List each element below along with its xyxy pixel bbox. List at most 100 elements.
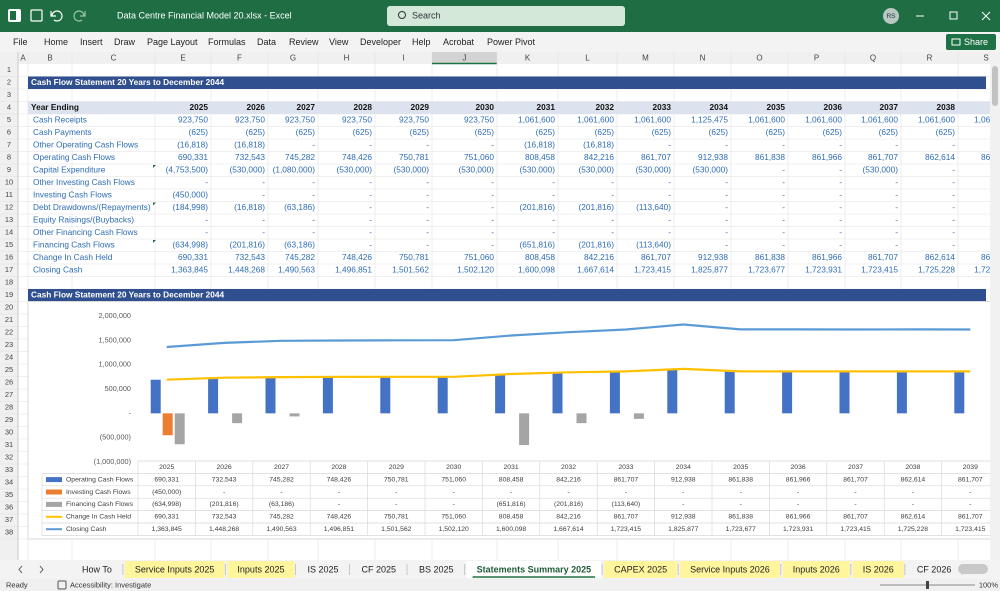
column-header: G	[290, 54, 296, 63]
sheet-tab[interactable]: Inputs 2026	[793, 564, 840, 574]
sheet-tab[interactable]: Statements Summary 2025	[477, 564, 592, 574]
save-icon[interactable]	[30, 9, 43, 22]
user-initials[interactable]: RS	[886, 13, 896, 20]
sheet-tab[interactable]: IS 2025	[307, 564, 338, 574]
zoom-level[interactable]: 100%	[979, 580, 999, 589]
data-label: 862,614	[901, 514, 926, 521]
sheet-tab-bg[interactable]	[466, 561, 602, 578]
cell-value: 1,723,415	[974, 264, 1000, 274]
restore-button[interactable]	[949, 11, 958, 20]
cell-value: 1,448,268	[228, 264, 265, 274]
row-header: 1	[7, 65, 11, 74]
year-header: 2038	[937, 102, 956, 112]
sheet-tab[interactable]: CAPEX 2025	[614, 564, 667, 574]
sheet-tab[interactable]: Service Inputs 2025	[135, 564, 215, 574]
tab-scroll-left[interactable]	[18, 565, 23, 574]
sheet-tab[interactable]: IS 2026	[863, 564, 894, 574]
menu-item[interactable]: Developer	[360, 37, 401, 47]
y-tick-label: 500,000	[105, 384, 131, 393]
undo-icon[interactable]	[50, 10, 63, 22]
data-label: (113,640)	[612, 501, 641, 508]
bar	[839, 371, 850, 414]
column-header: K	[525, 54, 531, 63]
share-label[interactable]: Share	[964, 37, 988, 47]
close-button[interactable]	[981, 11, 991, 21]
cell-value: 1,125,475	[691, 114, 728, 124]
sheet-tab-bg[interactable]	[227, 561, 295, 578]
cell-value: 751,060	[464, 152, 494, 162]
horizontal-scroll-thumb[interactable]	[958, 564, 988, 574]
cell-value: -	[782, 164, 785, 174]
redo-icon[interactable]	[73, 10, 86, 22]
column-header: E	[180, 54, 185, 63]
sheet-tab-bg[interactable]	[297, 561, 349, 578]
cell-value: (530,000)	[862, 164, 898, 174]
sheet-tab-bg[interactable]	[604, 561, 678, 578]
menu-item[interactable]: Home	[44, 37, 68, 47]
cell-value: -	[895, 239, 898, 249]
search-box[interactable]	[387, 6, 625, 26]
sheet-tab[interactable]: BS 2025	[419, 564, 454, 574]
tab-scroll-right[interactable]	[39, 565, 44, 574]
bar	[576, 413, 587, 424]
cell-value: (530,000)	[458, 164, 494, 174]
menu-item[interactable]: Acrobat	[443, 37, 475, 47]
sheet-tab-bg[interactable]	[409, 561, 464, 578]
user-avatar[interactable]	[883, 8, 899, 24]
cell-value: -	[839, 202, 842, 212]
year-header: 2029	[411, 102, 430, 112]
cell-value: -	[426, 214, 429, 224]
menu-item[interactable]: Page Layout	[147, 37, 198, 47]
vertical-scrollbar[interactable]	[990, 52, 1000, 560]
year-header: 2035	[767, 102, 786, 112]
sheet-tab-bg[interactable]	[782, 561, 850, 578]
zoom-thumb[interactable]	[926, 581, 929, 589]
menu-item[interactable]: Review	[289, 37, 319, 47]
year-header: 2025	[190, 102, 209, 112]
column-header: B	[47, 54, 52, 63]
row-header: 14	[5, 228, 13, 237]
sheet-tab-bg[interactable]	[124, 561, 225, 578]
sheet-tab-bg[interactable]	[680, 561, 780, 578]
cell-value: -	[839, 214, 842, 224]
cell-indicator	[153, 240, 156, 243]
menu-item[interactable]: Formulas	[208, 37, 246, 47]
sheet-tab[interactable]: CF 2026	[917, 564, 952, 574]
cell-value: -	[491, 227, 494, 237]
row-header: 27	[5, 390, 13, 399]
accessibility-status[interactable]: Accessibility: Investigate	[70, 580, 151, 589]
search-placeholder[interactable]: Search	[412, 10, 441, 20]
x-tick-label: 2030	[446, 464, 461, 471]
sheet-tab-bg[interactable]	[906, 561, 962, 578]
cell-value: (201,816)	[578, 239, 614, 249]
menu-item[interactable]: Help	[412, 37, 431, 47]
sheet-tab-bg[interactable]	[852, 561, 904, 578]
share-button[interactable]	[946, 34, 996, 50]
menu-item[interactable]: File	[13, 37, 28, 47]
data-label: -	[682, 489, 684, 496]
row-label: Other Investing Cash Flows	[33, 177, 135, 187]
sheet-tab[interactable]: How To	[82, 564, 112, 574]
sheet-tab-bg[interactable]	[72, 561, 122, 578]
cell-value: 748,426	[342, 252, 372, 262]
cell-value: 861,707	[868, 152, 898, 162]
cell-value: 861,838	[755, 252, 785, 262]
row-header: 12	[5, 203, 13, 212]
sheet-tab[interactable]: Inputs 2025	[237, 564, 284, 574]
legend-swatch	[46, 501, 62, 507]
section-title: Cash Flow Statement 20 Years to December…	[31, 289, 224, 299]
cell-value: -	[552, 214, 555, 224]
sheet-tab[interactable]: CF 2025	[362, 564, 397, 574]
menu-item[interactable]: Power Pivot	[487, 37, 536, 47]
row-header: 16	[5, 253, 13, 262]
menu-item[interactable]: Insert	[80, 37, 103, 47]
scroll-thumb[interactable]	[992, 66, 998, 106]
cell-value: -	[491, 202, 494, 212]
menu-item[interactable]: Data	[257, 37, 276, 47]
sheet-tab-bg[interactable]	[351, 561, 407, 578]
menu-item[interactable]: View	[329, 37, 349, 47]
sheet-tab[interactable]: Service Inputs 2026	[690, 564, 770, 574]
cell-value: -	[426, 227, 429, 237]
menu-item[interactable]: Draw	[114, 37, 136, 47]
